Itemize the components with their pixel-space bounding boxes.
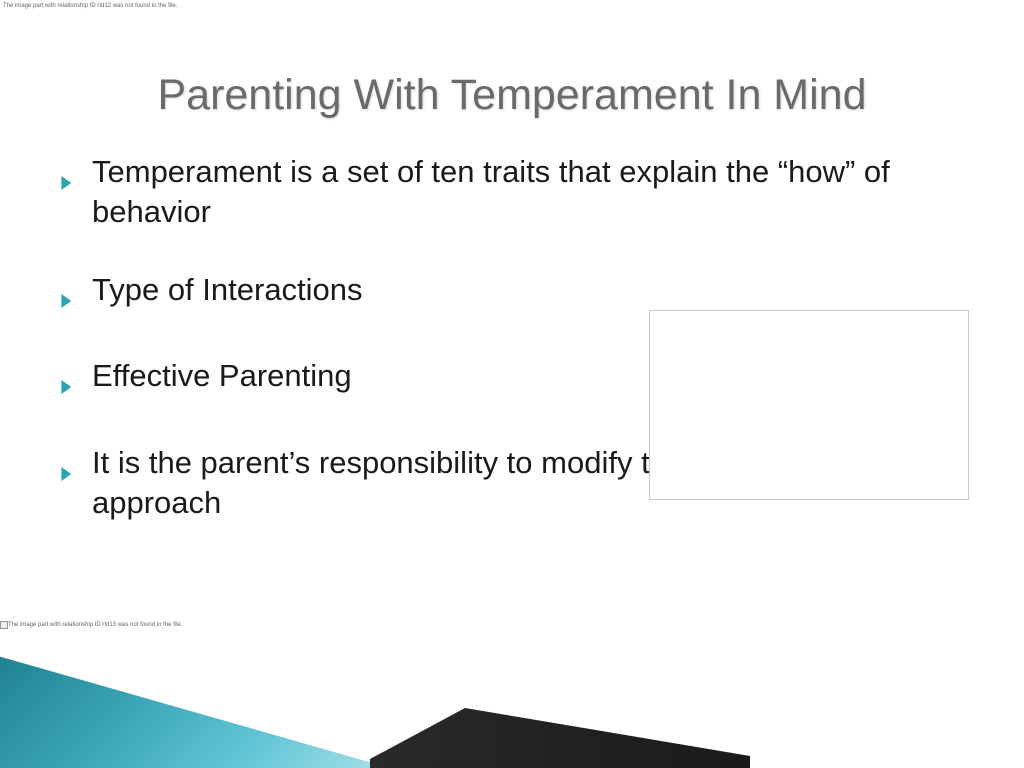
teal-triangle-decoration [0, 648, 390, 768]
slide-decoration [0, 618, 1024, 768]
presentation-slide: The image part with relationship ID rId1… [0, 0, 1024, 768]
bullet-marker-icon [60, 451, 74, 491]
bullet-text: Temperament is a set of ten traits that … [92, 152, 964, 233]
bullet-marker-icon [60, 278, 74, 318]
bullet-marker-icon [60, 364, 74, 404]
bullet-item: Temperament is a set of ten traits that … [60, 152, 964, 233]
artifact-text-top: The image part with relationship ID rId1… [3, 3, 177, 9]
dark-triangle-decoration [370, 708, 750, 768]
bullet-text: Type of Interactions [92, 270, 964, 310]
slide-title: Parenting With Temperament In Mind [0, 0, 1024, 122]
image-placeholder-box [649, 310, 969, 500]
bullet-marker-icon [60, 160, 74, 200]
